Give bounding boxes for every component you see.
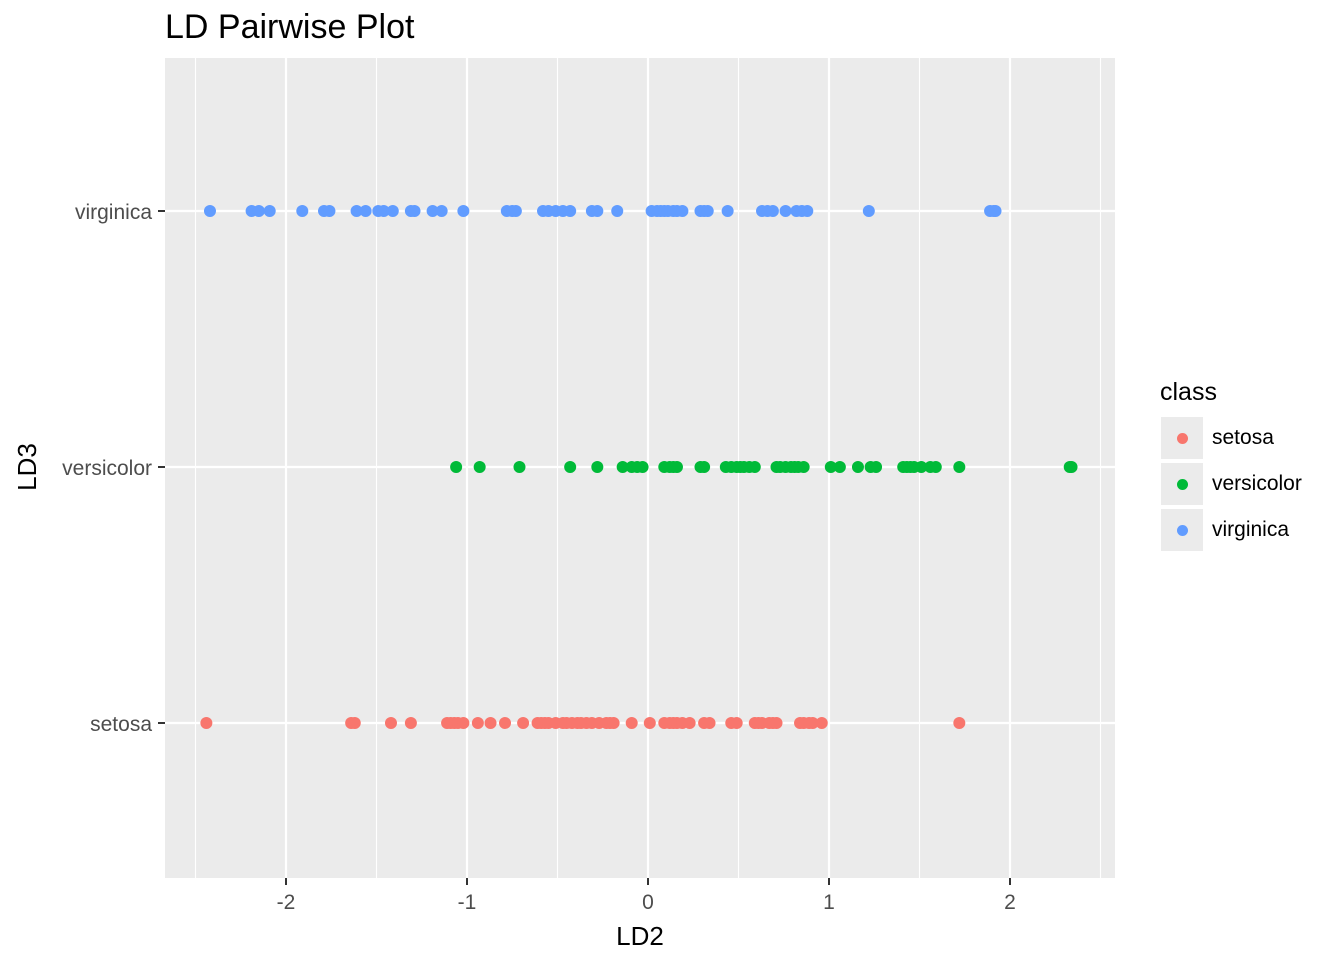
legend-key: [1160, 508, 1204, 552]
data-point-virginica: [435, 205, 448, 217]
data-point-virginica: [323, 205, 336, 217]
data-point-setosa: [806, 717, 819, 729]
chart-title: LD Pairwise Plot: [165, 8, 415, 46]
data-point-setosa: [499, 717, 512, 729]
legend: class setosa versicolor virginica: [1160, 378, 1302, 553]
data-point-virginica: [263, 205, 276, 217]
legend-key: [1160, 462, 1204, 506]
data-point-setosa: [471, 717, 484, 729]
data-point-virginica: [386, 205, 399, 217]
y-tick-label: virginica: [75, 201, 152, 224]
x-axis-title: LD2: [616, 921, 664, 951]
legend-swatch: [1176, 478, 1188, 490]
data-point-virginica: [564, 205, 577, 217]
data-point-setosa: [457, 717, 470, 729]
y-tick-label: setosa: [90, 713, 152, 736]
data-point-virginica: [359, 205, 372, 217]
data-point-setosa: [348, 717, 361, 729]
data-point-setosa: [625, 717, 638, 729]
data-point-virginica: [296, 205, 309, 217]
data-point-virginica: [203, 205, 216, 217]
data-point-setosa: [703, 717, 716, 729]
data-point-setosa: [404, 717, 417, 729]
legend-label: setosa: [1212, 426, 1274, 449]
data-point-versicolor: [870, 461, 883, 473]
data-point-virginica: [676, 205, 689, 217]
data-point-versicolor: [591, 461, 604, 473]
data-point-setosa: [815, 717, 828, 729]
legend-item-setosa: setosa: [1160, 415, 1302, 461]
y-axis-title: LD3: [12, 443, 42, 491]
data-point-setosa: [683, 717, 696, 729]
data-point-virginica: [701, 205, 714, 217]
legend-title: class: [1160, 378, 1217, 406]
data-point-versicolor: [851, 461, 864, 473]
data-point-setosa: [517, 717, 530, 729]
x-tick-label: 0: [642, 891, 654, 914]
data-point-versicolor: [473, 461, 486, 473]
data-point-virginica: [989, 205, 1002, 217]
data-point-versicolor: [636, 461, 649, 473]
data-point-setosa: [643, 717, 656, 729]
data-point-virginica: [509, 205, 522, 217]
data-point-setosa: [200, 717, 213, 729]
data-point-setosa: [953, 717, 966, 729]
data-point-virginica: [779, 205, 792, 217]
legend-item-versicolor: versicolor: [1160, 461, 1302, 507]
data-point-virginica: [426, 205, 439, 217]
x-tick-label: -2: [277, 891, 296, 914]
x-tick-label: 2: [1004, 891, 1016, 914]
legend-label: virginica: [1212, 518, 1290, 541]
data-point-virginica: [350, 205, 363, 217]
data-point-virginica: [721, 205, 734, 217]
y-tick-label: versicolor: [62, 457, 152, 480]
data-point-versicolor: [953, 461, 966, 473]
data-point-setosa: [770, 717, 783, 729]
legend-key: [1160, 416, 1204, 460]
data-point-versicolor: [513, 461, 526, 473]
data-point-setosa: [484, 717, 497, 729]
legend-item-virginica: virginica: [1160, 507, 1302, 553]
data-point-versicolor: [833, 461, 846, 473]
data-point-versicolor: [670, 461, 683, 473]
data-point-versicolor: [450, 461, 463, 473]
data-point-virginica: [801, 205, 814, 217]
data-point-virginica: [862, 205, 875, 217]
legend-swatch: [1176, 524, 1188, 536]
data-point-versicolor: [698, 461, 711, 473]
data-point-virginica: [766, 205, 779, 217]
data-point-versicolor: [929, 461, 942, 473]
data-point-versicolor: [564, 461, 577, 473]
data-point-setosa: [384, 717, 397, 729]
data-point-versicolor: [748, 461, 761, 473]
legend-swatch: [1176, 432, 1188, 444]
data-point-virginica: [591, 205, 604, 217]
data-point-setosa: [730, 717, 743, 729]
data-point-versicolor: [1065, 461, 1078, 473]
data-point-versicolor: [797, 461, 810, 473]
x-tick-label: -1: [458, 891, 477, 914]
data-point-versicolor: [824, 461, 837, 473]
data-point-versicolor: [915, 461, 928, 473]
data-point-virginica: [252, 205, 265, 217]
legend-label: versicolor: [1212, 472, 1302, 495]
data-point-virginica: [457, 205, 470, 217]
x-tick-label: 1: [823, 891, 835, 914]
data-point-setosa: [607, 717, 620, 729]
data-point-virginica: [611, 205, 624, 217]
data-point-virginica: [377, 205, 390, 217]
data-point-virginica: [408, 205, 421, 217]
data-point-versicolor: [616, 461, 629, 473]
